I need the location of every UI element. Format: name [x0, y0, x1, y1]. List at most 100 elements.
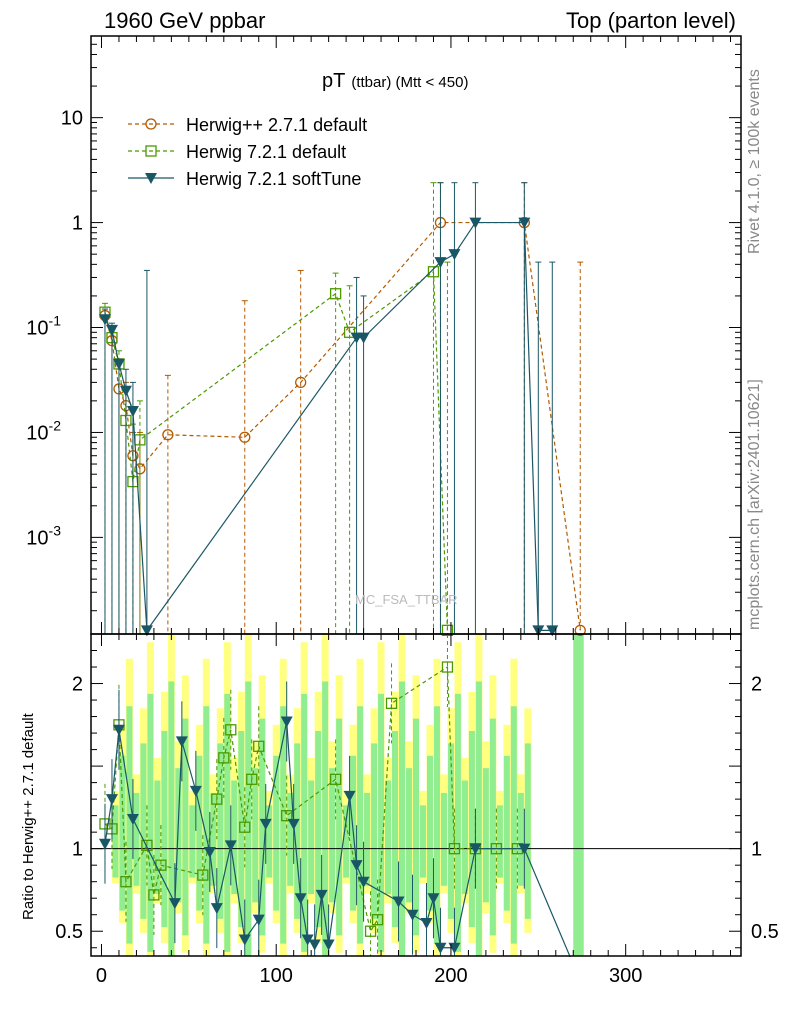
- ratio-point: [350, 860, 363, 872]
- data-point: [427, 266, 440, 278]
- ratio-line-1: [104, 721, 574, 965]
- ratio-point: [239, 821, 251, 833]
- y-tick-label: 10-3: [26, 522, 61, 549]
- data-point: [112, 358, 125, 370]
- series-line-2: [104, 221, 553, 633]
- data-point: [119, 385, 132, 397]
- ratio-point: [294, 893, 307, 905]
- ratio-point: [98, 838, 111, 850]
- ratio-band-inner: [252, 768, 259, 903]
- watermark: MC_FSA_TTBAR: [355, 592, 458, 607]
- ratio-band-inner: [517, 792, 524, 886]
- ratio-band-inner: [378, 693, 385, 952]
- ratio-band-inner: [573, 634, 584, 956]
- header-left: 1960 GeV ppbar: [104, 8, 266, 33]
- ratio-band-inner: [364, 792, 371, 886]
- ratio-band-inner: [231, 780, 238, 895]
- ratio-band-inner: [413, 718, 419, 936]
- ratio-point: [357, 876, 370, 888]
- ratio-band-inner: [126, 706, 133, 944]
- ratio-band-inner: [287, 792, 294, 886]
- ratio-y-tick-label: 0.5: [55, 921, 83, 943]
- ratio-point: [224, 840, 237, 852]
- ratio-band-inner: [266, 805, 273, 878]
- ratio-band-inner: [273, 755, 280, 911]
- ratio-point: [518, 843, 531, 855]
- data-point: [469, 217, 482, 229]
- ratio-band-inner: [440, 792, 447, 886]
- ratio-point: [301, 934, 314, 946]
- data-point: [574, 624, 586, 637]
- ratio-band-inner: [280, 706, 287, 944]
- ratio-point: [225, 724, 237, 736]
- data-point: [329, 288, 342, 300]
- ratio-point: [246, 773, 258, 785]
- ratio-point: [189, 785, 202, 797]
- ratio-band-inner: [385, 780, 392, 895]
- ratio-y-tick-label-right: 0.5: [751, 921, 779, 943]
- ratio-point: [141, 839, 153, 852]
- ratio-band-inner: [426, 755, 433, 911]
- header-right: Top (parton level): [566, 8, 736, 33]
- ratio-point: [105, 794, 118, 806]
- ratio-band-inner: [475, 681, 482, 956]
- ratio-point: [238, 934, 251, 946]
- series-line-0: [104, 221, 581, 631]
- ratio-point: [469, 843, 482, 855]
- legend-marker: [145, 145, 157, 157]
- ratio-band-inner: [329, 768, 336, 903]
- ratio-point: [252, 914, 265, 926]
- ratio-band-inner: [112, 805, 119, 878]
- data-point: [239, 431, 251, 443]
- ratio-point: [287, 818, 300, 830]
- data-point: [295, 376, 307, 389]
- ratio-band-inner: [259, 718, 266, 936]
- ratio-y-tick-label: 1: [72, 839, 83, 861]
- data-point: [448, 249, 461, 261]
- data-point: [162, 429, 174, 441]
- data-point: [98, 314, 111, 326]
- ratio-y-tick-label-right: 2: [751, 674, 762, 696]
- ratio-band-inner: [371, 743, 378, 919]
- ratio-point: [371, 914, 384, 926]
- ratio-line-0: [104, 665, 518, 933]
- legend-entry: Herwig 7.2.1 softTune: [186, 169, 361, 189]
- ratio-band-inner: [336, 718, 343, 936]
- ratio-band-inner: [119, 755, 126, 911]
- y-tick-label: 10: [61, 108, 83, 130]
- x-tick-label: 100: [260, 965, 293, 987]
- ratio-point: [315, 889, 328, 901]
- ratio-y-tick-label: 2: [72, 674, 83, 696]
- ratio-band-inner: [161, 731, 168, 928]
- ratio-point: [434, 942, 447, 954]
- ratio-point: [168, 898, 181, 910]
- legend-marker: [145, 173, 157, 184]
- ratio-point: [392, 896, 405, 908]
- legend-entry: Herwig++ 2.7.1 default: [186, 115, 367, 135]
- left-mask: [0, 0, 90, 1024]
- ratio-point: [420, 917, 433, 929]
- ratio-band-inner: [315, 731, 322, 928]
- ratio-band-inner: [203, 706, 210, 944]
- ratio-point: [441, 661, 454, 673]
- ratio-band-inner: [392, 731, 399, 928]
- ratio-point: [427, 893, 440, 905]
- data-point: [357, 332, 370, 344]
- ratio-band-inner: [419, 805, 426, 878]
- ratio-point: [280, 716, 293, 728]
- ratio-point: [112, 724, 125, 736]
- ratio-point: [364, 925, 377, 937]
- ratio-band-inner: [133, 792, 140, 886]
- chart-title: pT (ttbar) (Mtt < 450): [322, 70, 468, 92]
- y-tick-label: 10-1: [26, 313, 61, 340]
- ratio-point: [259, 818, 272, 830]
- data-point: [518, 217, 531, 229]
- ratio-band-inner: [210, 792, 217, 886]
- lower-mask: [0, 957, 786, 1024]
- ratio-point: [253, 740, 265, 752]
- ratio-point: [197, 869, 209, 881]
- ratio-point: [329, 773, 342, 785]
- data-point: [105, 324, 118, 336]
- ratio-band-inner: [406, 768, 413, 903]
